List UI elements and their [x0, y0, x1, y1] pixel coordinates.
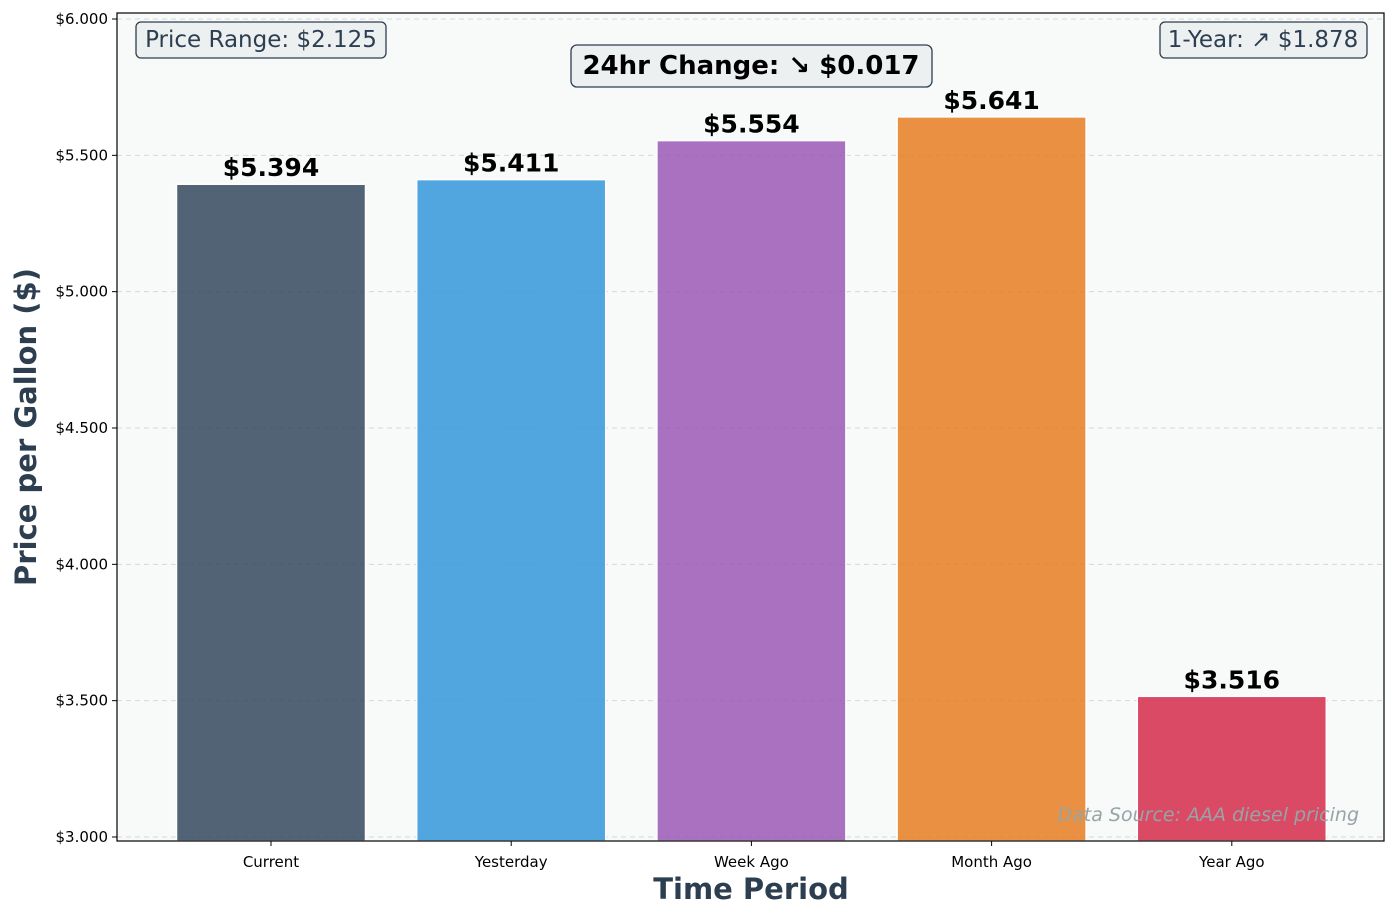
y-tick-label: $4.500 — [56, 419, 109, 437]
data-source-text: Data Source: AAA diesel pricing — [1058, 804, 1359, 826]
one-year-box: 1-Year: ↗ $1.878 — [1159, 21, 1368, 59]
bar-current — [175, 183, 367, 842]
bar-value-label: $5.394 — [223, 153, 319, 182]
x-tick-label: Week Ago — [714, 853, 789, 871]
x-axis-title: Time Period — [653, 872, 849, 906]
y-axis-title: Price per Gallon ($) — [9, 268, 43, 586]
bar-month-ago — [896, 116, 1087, 842]
one-year-text: 1-Year: ↗ $1.878 — [1168, 27, 1359, 53]
bar-value-label: $5.411 — [463, 149, 559, 178]
change-24hr-box: 24hr Change: ↘ $0.017 — [570, 44, 933, 88]
x-axis-ticks: Current Yesterday Week Ago Month Ago Year Ag… — [243, 841, 1265, 871]
bar-yesterday — [415, 178, 607, 842]
y-tick-label: $3.000 — [56, 828, 109, 846]
x-tick-label: Year Ago — [1198, 853, 1265, 871]
bar-week-ago — [656, 139, 847, 842]
y-tick-label: $5.000 — [56, 283, 109, 301]
bar-value-label: $3.516 — [1184, 665, 1280, 694]
bar-value-label: $5.641 — [943, 86, 1039, 115]
y-axis-ticks: $3.000 $3.500 $4.000 $4.500 $5.000 $5.500 $6.0… — [56, 10, 117, 846]
bar-value-labels: $5.394 $5.411 $5.554 $5.641 $3.516 — [223, 86, 1280, 694]
x-tick-label: Yesterday — [474, 853, 548, 871]
change-24hr-text: 24hr Change: ↘ $0.017 — [582, 51, 919, 81]
plot-frame — [116, 12, 1385, 842]
price-range-box: Price Range: $2.125 — [135, 21, 387, 59]
y-tick-label: $5.500 — [56, 146, 109, 164]
y-tick-label: $6.000 — [56, 10, 109, 28]
price-range-text: Price Range: $2.125 — [145, 27, 377, 53]
y-tick-label: $3.500 — [56, 692, 109, 710]
bar-year-ago — [1136, 695, 1328, 842]
bar-value-label: $5.554 — [703, 110, 799, 139]
x-tick-label: Current — [243, 853, 299, 871]
y-tick-label: $4.000 — [56, 555, 109, 573]
x-tick-label: Month Ago — [951, 853, 1032, 871]
